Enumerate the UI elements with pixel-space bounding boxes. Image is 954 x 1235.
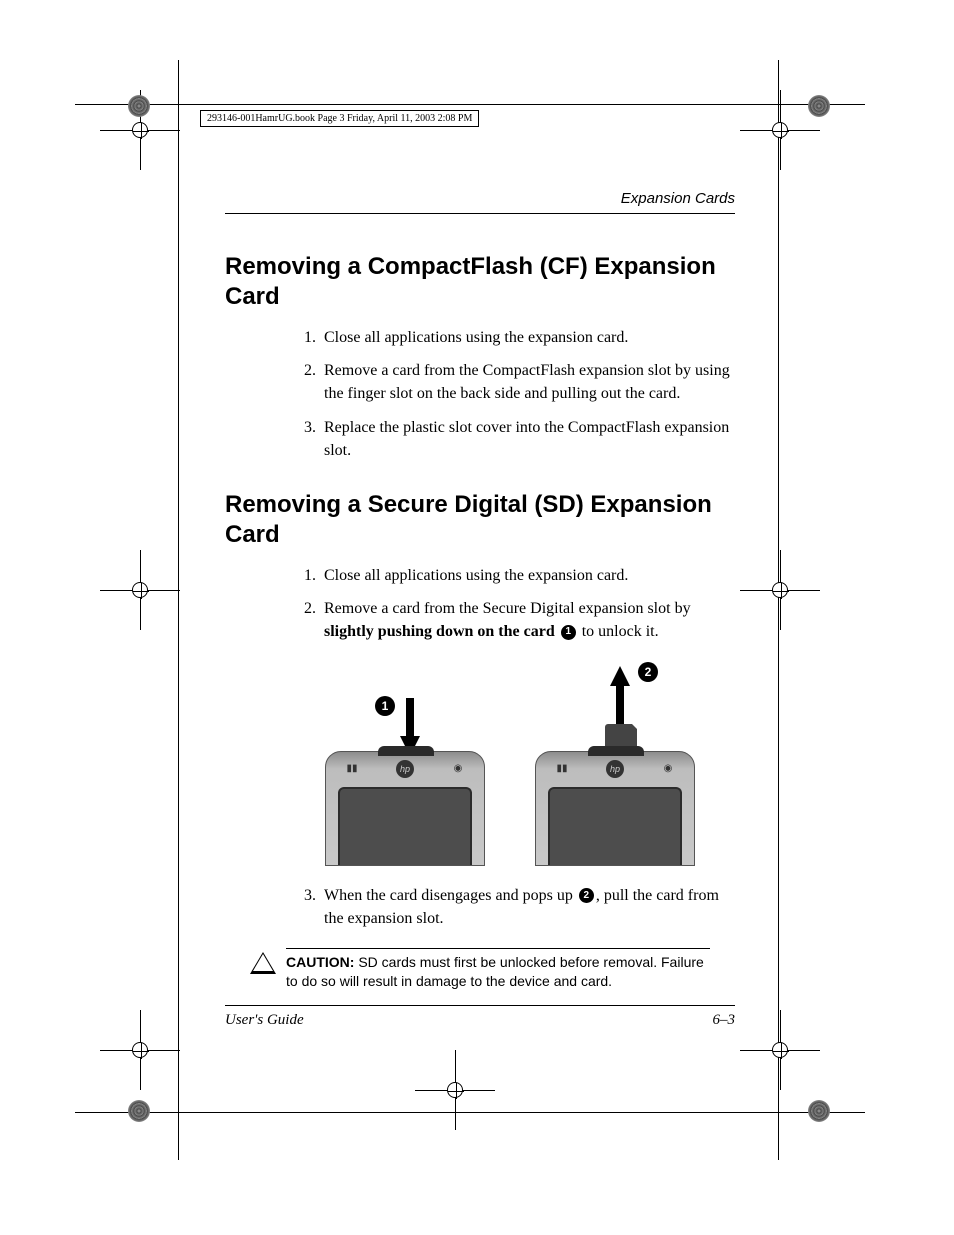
slot-notch (588, 746, 644, 756)
device-push-down: 1 ▮▮ hp ◉ (320, 666, 490, 866)
hp-logo-icon: hp (396, 760, 414, 778)
callout-ref-1: 1 (561, 625, 576, 640)
step-text: Remove a card from the Secure Digital ex… (324, 600, 691, 617)
footer-right: 6–3 (713, 1012, 736, 1029)
device-body: ▮▮ hp ◉ (325, 751, 485, 866)
list-item: Remove a card from the Secure Digital ex… (320, 597, 735, 643)
list-item: Close all applications using the expansi… (320, 564, 735, 587)
callout-ref-2: 2 (579, 888, 594, 903)
book-header: 293146-001HamrUG.book Page 3 Friday, Apr… (200, 110, 479, 127)
list-item: Replace the plastic slot cover into the … (320, 416, 735, 462)
rosette-mark-icon (128, 95, 150, 117)
callout-2: 2 (638, 662, 658, 682)
sd-steps-list: Close all applications using the expansi… (295, 564, 735, 644)
list-item: Remove a card from the CompactFlash expa… (320, 359, 735, 405)
circle-icon: ◉ (660, 763, 676, 775)
caution-label: CAUTION: (286, 954, 354, 970)
registration-mark-icon (415, 1050, 495, 1130)
sd-steps-list-cont: When the card disengages and pops up 2, … (295, 884, 735, 930)
heading-sd: Removing a Secure Digital (SD) Expansion… (225, 490, 735, 550)
device-screen (548, 787, 682, 865)
list-item: When the card disengages and pops up 2, … (320, 884, 735, 930)
caution-triangle-icon (250, 952, 276, 974)
circle-icon: ◉ (450, 763, 466, 775)
arrow-up-icon (610, 666, 630, 724)
hp-logo-icon: hp (606, 760, 624, 778)
registration-mark-icon (100, 1010, 180, 1090)
step-text: to unlock it. (578, 623, 659, 640)
footer-left: User's Guide (225, 1012, 304, 1029)
device-screen (338, 787, 472, 865)
page-content: Expansion Cards Removing a CompactFlash … (225, 190, 735, 992)
pause-icon: ▮▮ (554, 763, 570, 775)
list-item: Close all applications using the expansi… (320, 326, 735, 349)
rosette-mark-icon (808, 1100, 830, 1122)
caution-box: CAUTION: SD cards must first be unlocked… (250, 940, 710, 992)
cf-steps-list: Close all applications using the expansi… (295, 326, 735, 462)
registration-mark-icon (740, 1010, 820, 1090)
figure: 1 ▮▮ hp ◉ 2 (285, 666, 735, 866)
pause-icon: ▮▮ (344, 763, 360, 775)
step-text: When the card disengages and pops up (324, 887, 577, 904)
rosette-mark-icon (808, 95, 830, 117)
page-footer: User's Guide 6–3 (225, 1005, 735, 1029)
registration-mark-icon (100, 550, 180, 630)
registration-mark-icon (740, 550, 820, 630)
section-header: Expansion Cards (225, 190, 735, 214)
device-body: ▮▮ hp ◉ (535, 751, 695, 866)
rosette-mark-icon (128, 1100, 150, 1122)
heading-cf: Removing a CompactFlash (CF) Expansion C… (225, 252, 735, 312)
callout-1: 1 (375, 696, 395, 716)
device-pop-up: 2 ▮▮ hp ◉ (530, 666, 700, 866)
slot-notch (378, 746, 434, 756)
step-bold: slightly pushing down on the card (324, 623, 555, 640)
